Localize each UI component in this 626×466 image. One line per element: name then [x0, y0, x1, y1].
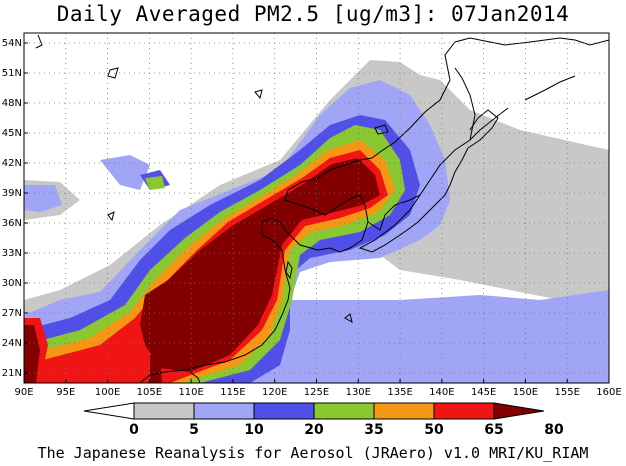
- longitude-labels: 90E 95E 100E 105E 110E 115E 120E 125E 130E 135E 14…: [14, 379, 622, 398]
- latitude-labels: 54N 51N 48N 45N 42N 39N 36N 33N 30N 27N 24N 21N: [2, 38, 28, 379]
- lat-tick-label: 51N: [2, 68, 22, 79]
- lon-tick-label: 110E: [178, 387, 203, 398]
- map-title: Daily Averaged PM2.5 [ug/m3]: 07Jan2014: [56, 2, 570, 26]
- lat-tick-label: 30N: [2, 278, 22, 289]
- colorbar: 0 5 10 20 35 50 65 80: [83, 402, 564, 438]
- credit-footer: The Japanese Reanalysis for Aerosol (JRA…: [37, 444, 589, 462]
- colorbar-segment: [193, 402, 255, 420]
- lat-tick-label: 24N: [2, 338, 22, 349]
- lat-tick-label: 54N: [2, 38, 22, 49]
- field-80-plus: [140, 158, 380, 372]
- lon-tick-label: 130E: [346, 387, 371, 398]
- colorbar-segment: [83, 402, 135, 420]
- colorbar-segment: [493, 402, 545, 420]
- colorbar-label: 10: [244, 422, 264, 438]
- lat-tick-label: 27N: [2, 308, 22, 319]
- lat-tick-label: 45N: [2, 128, 22, 139]
- lon-tick-label: 140E: [429, 387, 454, 398]
- lon-tick-label: 95E: [56, 387, 75, 398]
- lon-tick-label: 90E: [14, 387, 33, 398]
- lon-tick-label: 105E: [137, 387, 162, 398]
- colorbar-segment: [133, 402, 195, 420]
- lon-tick-label: 115E: [220, 387, 245, 398]
- colorbar-segment: [253, 402, 315, 420]
- colorbar-label: 35: [364, 422, 383, 438]
- lat-tick-label: 36N: [2, 218, 22, 229]
- colorbar-segment: [313, 402, 375, 420]
- colorbar-label: 5: [189, 422, 199, 438]
- field-10-20: [24, 185, 62, 212]
- field-10-20: [100, 155, 150, 190]
- gridlines: [24, 33, 609, 383]
- lon-tick-label: 150E: [513, 387, 538, 398]
- colorbar-label: 65: [484, 422, 503, 438]
- lon-tick-label: 160E: [596, 387, 621, 398]
- colorbar-label: 0: [129, 422, 139, 438]
- colorbar-label: 80: [544, 422, 564, 438]
- lon-tick-label: 125E: [304, 387, 329, 398]
- concentration-fields: [24, 34, 609, 383]
- lat-tick-label: 48N: [2, 98, 22, 109]
- lat-tick-label: 33N: [2, 248, 22, 259]
- colorbar-label: 20: [304, 422, 324, 438]
- lat-tick-label: 21N: [2, 368, 22, 379]
- field-80-plus: [24, 325, 40, 383]
- field-80-plus: [150, 352, 162, 383]
- lon-tick-label: 145E: [471, 387, 496, 398]
- lon-tick-label: 155E: [555, 387, 580, 398]
- lon-tick-label: 135E: [387, 387, 412, 398]
- lat-tick-label: 39N: [2, 188, 22, 199]
- colorbar-segment: [373, 402, 435, 420]
- coastline: [35, 34, 609, 383]
- colorbar-segment: [433, 402, 495, 420]
- field-35-50: [145, 176, 165, 190]
- lat-tick-label: 42N: [2, 158, 22, 169]
- colorbar-label: 50: [424, 422, 444, 438]
- lon-tick-label: 100E: [95, 387, 120, 398]
- lon-tick-label: 120E: [262, 387, 287, 398]
